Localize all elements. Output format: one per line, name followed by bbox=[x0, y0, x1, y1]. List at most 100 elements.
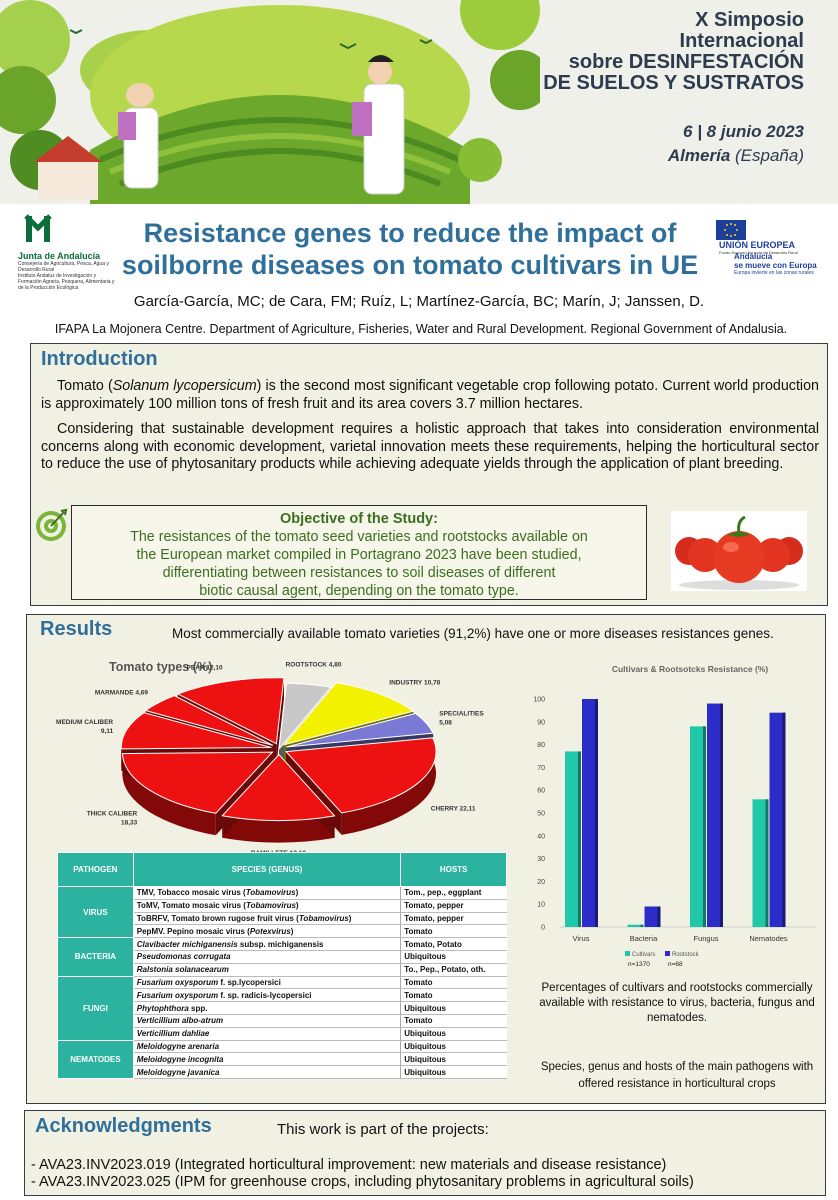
legend-swatch-rootstock bbox=[665, 951, 670, 956]
bar-cultivars-fungus bbox=[690, 726, 706, 927]
poster-title: Resistance genes to reduce the impact of… bbox=[110, 217, 710, 281]
bar-ytick-label: 0 bbox=[541, 925, 545, 932]
pie-label: ROOTSTOCK 4,80 bbox=[286, 662, 342, 669]
bar-ytick-label: 100 bbox=[533, 697, 545, 704]
bar-rootstock-fungus bbox=[707, 703, 723, 927]
tomatoes-image bbox=[671, 511, 807, 591]
symposium-line-3: sobre DESINFESTACIÓN bbox=[568, 51, 804, 73]
pie-slice-wall bbox=[276, 677, 284, 766]
andalucia-line-1: Andalucía bbox=[734, 252, 773, 261]
species-cell: Verticillium dahliae bbox=[133, 1027, 401, 1041]
junta-emblem-icon bbox=[24, 214, 52, 242]
bar-ytick-label: 10 bbox=[537, 902, 545, 909]
pie-slice-thick-caliber bbox=[121, 751, 274, 814]
table-row: Phytophthora spp. Ubiquitous bbox=[58, 1001, 507, 1015]
table-row: PepMV. Pepino mosaic virus (Potexvirus) T… bbox=[58, 924, 507, 939]
authors: García-García, MC; de Cara, FM; Ruíz, L;… bbox=[133, 293, 705, 310]
table-caption: Species, genus and hosts of the main pat… bbox=[540, 1061, 814, 1090]
hosts-cell: Tomato bbox=[400, 924, 507, 939]
bar-chart-title: Cultivars & Rootsotcks Resistance (%) bbox=[612, 664, 769, 674]
bar-ytick-label: 90 bbox=[537, 719, 545, 726]
table-row: BACTERIA Clavibacter michiganensis subsp.… bbox=[57, 937, 507, 977]
pie-slice-rootstock bbox=[278, 682, 332, 751]
hosts-cell: Tom., pep., eggplant bbox=[400, 886, 507, 900]
pie-label: PEAR 12,10 bbox=[187, 665, 224, 672]
table-header-row: PATHOGEN SPECIES (GENUS) HOSTS bbox=[57, 852, 507, 887]
bar-ytick-label: 80 bbox=[537, 742, 545, 749]
hosts-cell: Tomato bbox=[400, 1014, 507, 1028]
table-row: Ralstonia solanacearum To., Pep., Potato,… bbox=[58, 963, 507, 977]
pie-label: MARMANDE 4,69 bbox=[95, 690, 148, 697]
species-cell: Fusarium oxysporum f. sp.lycopersici bbox=[133, 976, 401, 990]
title-line-1: Resistance genes to reduce the impact of bbox=[143, 218, 677, 248]
pie-slice-ramillete bbox=[221, 753, 336, 822]
intro-p1-a: Tomato ( bbox=[57, 378, 113, 394]
bar-shadow bbox=[595, 699, 598, 927]
bar-rootstock-bacteria bbox=[644, 906, 661, 927]
symposium-line-1: X Simposio bbox=[695, 9, 804, 31]
hosts-cell: Tomato, pepper bbox=[400, 899, 507, 913]
symposium-banner: X Simposio Internacional sobre DESINFEST… bbox=[0, 0, 838, 204]
eu-text: UNIÓN EUROPEA Fondo Europeo Agrícola de … bbox=[719, 240, 798, 255]
bar-shadow bbox=[720, 703, 723, 927]
bar-ytick-label: 20 bbox=[537, 879, 545, 886]
pie-slice-marmande bbox=[144, 695, 274, 746]
introduction-title: Introduction bbox=[41, 348, 158, 370]
hosts-cell: Tomato bbox=[400, 976, 507, 990]
pie-slice-side bbox=[341, 737, 437, 835]
hosts-cell: Tomato bbox=[400, 988, 507, 1003]
objective-line-3: differentiating between resistances to s… bbox=[162, 565, 556, 581]
symposium-info: X Simposio Internacional sobre DESINFEST… bbox=[504, 10, 804, 166]
hosts-cell: Ubiquitous bbox=[400, 950, 507, 964]
bar-shadow bbox=[640, 924, 644, 927]
species-cell: Verticillium albo-atrum bbox=[133, 1014, 401, 1028]
table-row: ToMV, Tomato mosaic virus (Tobamovirus) T… bbox=[58, 899, 507, 913]
pie-label-value: 9,11 bbox=[101, 728, 114, 735]
hosts-cell: Ubiquitous bbox=[400, 1065, 507, 1079]
legend-label: Rootstock bbox=[672, 952, 700, 958]
intro-p1-b: ) is the second most significant vegetab… bbox=[41, 378, 819, 412]
bar-category-label: Nematodes bbox=[749, 934, 788, 943]
pie-label: INDUSTRY 10,78 bbox=[389, 680, 440, 687]
table-row: Verticillium dahliae Ubiquitous bbox=[58, 1027, 507, 1041]
pathogen-cell: FUNGI bbox=[57, 975, 134, 1041]
eu-name: UNIÓN EUROPEA bbox=[719, 240, 796, 250]
table-row: Pseudomonas corrugata Ubiquitous bbox=[58, 950, 507, 964]
symposium-city: Almería bbox=[667, 146, 731, 165]
table-row: Verticillium albo-atrum Tomato bbox=[58, 1014, 507, 1028]
objective-line-2: the European market compiled in Portagra… bbox=[136, 547, 582, 563]
bar-ytick-label: 30 bbox=[537, 856, 545, 863]
pie-label-value: 18,33 bbox=[121, 820, 138, 827]
bar-rootstock-nematodes bbox=[769, 712, 786, 927]
objective-line-1: The resistances of the tomato seed varie… bbox=[130, 529, 588, 545]
bar-shadow bbox=[782, 712, 786, 927]
bar-shadow bbox=[578, 751, 581, 927]
bar-ytick-label: 50 bbox=[537, 811, 545, 818]
bar-cultivars-virus bbox=[565, 751, 581, 927]
bar-category-label: Fungus bbox=[693, 934, 718, 943]
pie-slice-side bbox=[222, 815, 335, 843]
pathogen-table: PATHOGEN SPECIES (GENUS) HOSTS VIRUS TMV,… bbox=[57, 852, 507, 1079]
legend-n: n=68 bbox=[668, 961, 683, 968]
col-species: SPECIES (GENUS) bbox=[132, 852, 402, 887]
bar-category-label: Virus bbox=[573, 934, 590, 943]
andalucia-line-2: se mueve con Europa bbox=[734, 261, 817, 270]
title-line-2: soilborne diseases on tomato cultivars i… bbox=[121, 250, 699, 280]
hosts-cell: Ubiquitous bbox=[400, 1052, 507, 1067]
table-row: Fusarium oxysporum f. sp. radicis-lycope… bbox=[58, 988, 507, 1003]
acknowledgments-section: Acknowledgments This work is part of the… bbox=[24, 1110, 826, 1196]
acknowledgments-title: Acknowledgments bbox=[35, 1115, 212, 1137]
pie-label: CHERRY 22,11 bbox=[431, 806, 476, 813]
bar-cultivars-bacteria bbox=[627, 924, 644, 927]
pie-label-value: 5,08 bbox=[439, 719, 452, 726]
col-hosts: HOSTS bbox=[400, 852, 507, 887]
junta-andalucia-logo: Junta de Andalucía Consejería de Agricul… bbox=[18, 214, 116, 291]
pie-slice-industry bbox=[282, 682, 415, 746]
bar-ytick-label: 40 bbox=[537, 833, 545, 840]
species-cell: Phytophthora spp. bbox=[133, 1001, 401, 1015]
affiliation: IFAPA La Mojonera Centre. Department of … bbox=[54, 322, 788, 336]
pathogen-cell: BACTERIA bbox=[57, 937, 134, 977]
objective-box: Objective of the Study: The resistances … bbox=[71, 505, 647, 600]
pie-slice-pear bbox=[176, 677, 285, 745]
objective-line-4: biotic causal agent, depending on the to… bbox=[199, 583, 519, 599]
